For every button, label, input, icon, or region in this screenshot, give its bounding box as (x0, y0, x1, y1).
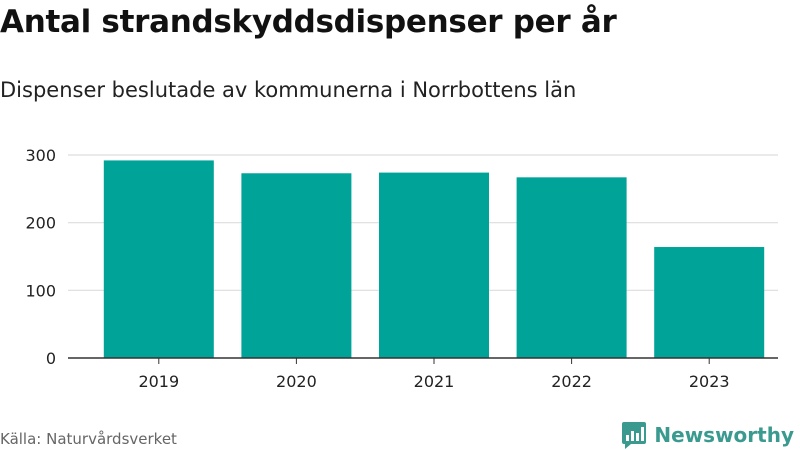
bar (379, 172, 489, 358)
chart-subtitle: Dispenser beslutade av kommunerna i Norr… (0, 78, 577, 102)
x-tick-label: 2020 (276, 372, 317, 391)
source-note: Källa: Naturvårdsverket (0, 430, 177, 448)
bar (103, 160, 214, 358)
brand-name: Newsworthy (654, 423, 794, 447)
x-tick-label: 2023 (689, 372, 730, 391)
y-tick-label: 200 (25, 214, 56, 233)
bar (654, 247, 765, 358)
x-tick-label: 2021 (414, 372, 455, 391)
newsworthy-logo-icon (622, 422, 647, 449)
bar (516, 177, 627, 358)
y-tick-label: 100 (25, 281, 56, 300)
chart-title: Antal strandskyddsdispenser per år (0, 4, 617, 40)
bar (241, 173, 352, 358)
y-tick-label: 0 (46, 349, 56, 368)
brand: Newsworthy (621, 420, 794, 450)
y-tick-label: 300 (25, 146, 56, 165)
x-tick-label: 2022 (551, 372, 592, 391)
x-tick-label: 2019 (138, 372, 179, 391)
